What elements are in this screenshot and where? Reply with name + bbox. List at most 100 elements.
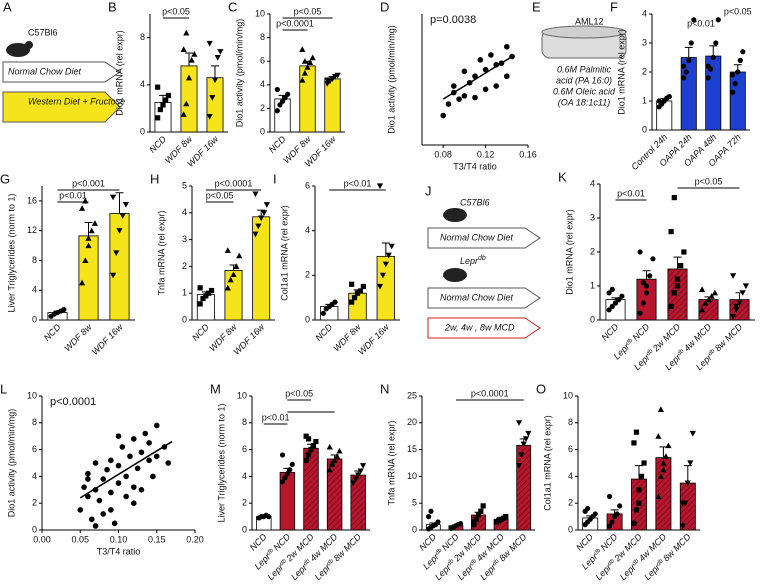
y-tick-label: 2 xyxy=(590,246,595,256)
data-point xyxy=(146,457,152,464)
data-point xyxy=(612,300,619,306)
y-tick-label: 0 xyxy=(140,126,145,136)
data-point xyxy=(306,59,314,65)
data-point xyxy=(310,442,317,449)
data-point xyxy=(640,300,646,306)
data-point xyxy=(662,453,670,459)
data-point xyxy=(266,514,272,520)
data-point xyxy=(633,507,640,513)
y-tick-label: 2 xyxy=(305,270,310,280)
p-value: p<0.001 xyxy=(72,178,105,188)
data-point xyxy=(710,54,716,61)
data-point xyxy=(729,314,737,320)
data-point xyxy=(326,466,333,473)
data-point xyxy=(115,462,122,469)
x-tick-label-part: db xyxy=(266,547,275,556)
data-point xyxy=(739,290,746,296)
data-point xyxy=(100,511,106,517)
data-point xyxy=(85,242,92,249)
data-point xyxy=(520,441,527,448)
diagram-j: J C57Bl6 Normal Chow Diet Leprdb Normal … xyxy=(425,183,541,339)
data-point xyxy=(355,472,362,479)
data-point xyxy=(200,295,206,302)
x-tick-label-part: NCD xyxy=(600,322,621,343)
y-tick-label: 3 xyxy=(182,234,187,244)
y-tick-label: 5 xyxy=(182,180,187,190)
p-value: p<0.01 xyxy=(262,412,290,422)
y-axis-label: Tnfa mRNA (rel expr) xyxy=(156,210,166,295)
p-value: p<0.01 xyxy=(344,178,372,188)
data-point xyxy=(732,81,738,87)
data-point xyxy=(113,250,120,257)
mouse-icon xyxy=(443,208,467,222)
data-point xyxy=(197,285,203,291)
y-tick-label: 12 xyxy=(27,225,37,235)
data-point xyxy=(606,493,613,500)
x-tick-label-part: 2w MCD xyxy=(650,322,683,355)
y-tick-label: 10 xyxy=(563,390,573,400)
data-point xyxy=(445,101,452,107)
data-point xyxy=(657,406,664,412)
arrow xyxy=(427,287,541,309)
y-tick-label: 0 xyxy=(412,524,417,534)
y-tick-label: 0 xyxy=(568,524,573,534)
data-point xyxy=(138,449,145,456)
data-point xyxy=(428,508,434,514)
data-point xyxy=(655,433,662,439)
cell-line: AML12 xyxy=(575,16,604,26)
data-point xyxy=(131,484,137,490)
data-point xyxy=(185,74,193,81)
panel-label: F xyxy=(610,0,618,14)
x-tick-label-part: 8w MCD xyxy=(661,532,693,564)
data-point xyxy=(326,443,333,450)
data-point xyxy=(153,453,160,460)
data-point xyxy=(735,69,741,75)
data-point xyxy=(376,183,384,190)
data-point xyxy=(233,263,240,269)
y-axis-label: Dio1 mRNA (rel expr) xyxy=(616,29,626,115)
data-point xyxy=(230,271,237,278)
y-tick-label: 15 xyxy=(407,444,417,454)
x-tick-label-part: db xyxy=(491,558,500,567)
bar xyxy=(348,292,367,321)
data-point xyxy=(85,470,91,477)
data-point xyxy=(134,465,141,472)
data-point xyxy=(687,460,694,467)
data-point xyxy=(203,293,209,299)
data-point xyxy=(359,463,367,469)
x-tick-label-part: NCD xyxy=(272,532,293,553)
data-point xyxy=(705,296,712,303)
x-tick-label: 0.05 xyxy=(71,534,89,544)
data-point xyxy=(637,249,643,255)
x-tick-label: 0.20 xyxy=(186,534,204,544)
y-axis-label: Dio1 mRNA (rel expr) xyxy=(564,209,574,295)
data-point xyxy=(633,429,640,435)
data-point xyxy=(127,453,133,460)
panel-label: L xyxy=(0,381,7,396)
data-point xyxy=(324,77,331,84)
y-tick-label: 4 xyxy=(32,471,37,481)
p-value: p<0.0001 xyxy=(50,396,96,408)
data-point xyxy=(729,273,737,279)
data-point xyxy=(711,289,719,296)
data-point xyxy=(301,69,309,76)
data-point xyxy=(165,92,171,99)
bar xyxy=(78,235,99,321)
panel-label: N xyxy=(380,381,389,396)
error-bar xyxy=(84,221,93,236)
data-point xyxy=(426,514,432,520)
data-point xyxy=(188,56,195,63)
data-point xyxy=(641,460,647,466)
y-tick-label: 5 xyxy=(412,498,417,508)
data-point xyxy=(650,256,656,262)
treatment: (OA 18:1c11) xyxy=(558,97,611,107)
panel-label: K xyxy=(558,169,567,184)
data-point xyxy=(304,64,311,70)
data-point xyxy=(282,475,288,481)
y-tick-label: 3 xyxy=(590,212,595,222)
strain: Lepr xyxy=(460,256,479,266)
data-point xyxy=(122,202,130,208)
y-axis-label: Liver Triglycerides (norm to 1) xyxy=(6,193,16,312)
data-point xyxy=(616,297,622,303)
x-tick-label: 0.10 xyxy=(110,534,128,544)
